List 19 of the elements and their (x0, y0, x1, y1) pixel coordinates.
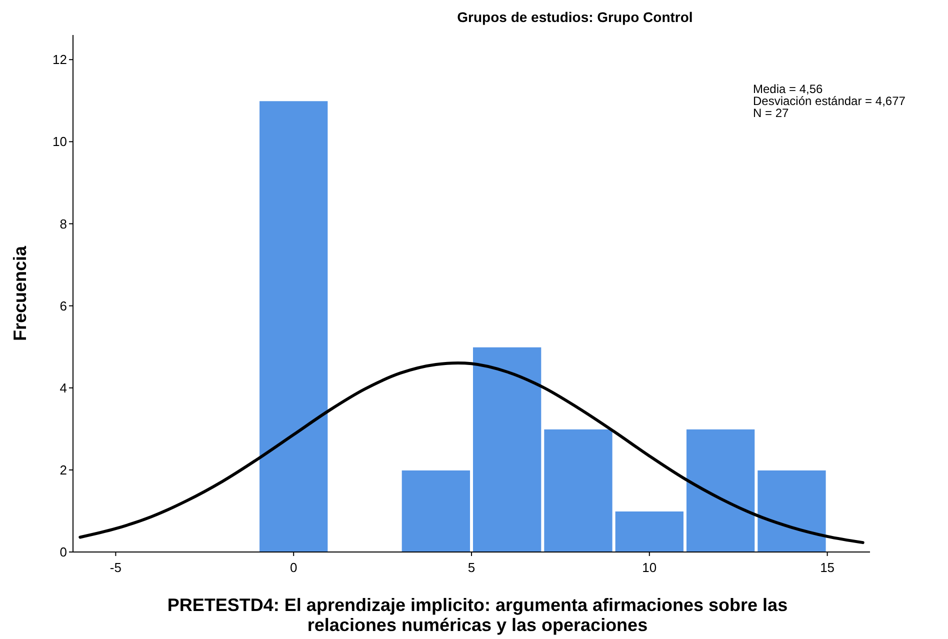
x-tick-label: 0 (290, 560, 298, 575)
y-tick-label: 4 (60, 380, 67, 396)
y-tick-label: 2 (60, 462, 67, 478)
y-axis-title: Frecuencia (10, 244, 30, 342)
x-tick-label: 15 (820, 560, 835, 575)
annotation: Desviación estándar = 4,677 (753, 94, 906, 108)
y-tick-label: 10 (52, 134, 67, 150)
annotation: Media = 4,56 (753, 82, 824, 96)
chart-title: Grupos de estudios: Grupo Control (457, 9, 693, 25)
y-tick-label: 12 (52, 52, 67, 68)
y-tick-label: 8 (60, 216, 67, 232)
y-tick-label: 0 (60, 544, 67, 560)
x-axis-title: PRETESTD4: El aprendizaje implicito: argumenta afirmaciones sobre las relaciones numéricas y las operaciones (167, 595, 788, 635)
x-tick-label: 10 (642, 560, 657, 575)
y-tick-label: 6 (60, 298, 67, 314)
line-series (78, 361, 864, 544)
x-tick-label: 5 (468, 560, 476, 575)
annotation: N = 27 (753, 106, 790, 120)
x-tick-label: -5 (110, 560, 122, 575)
